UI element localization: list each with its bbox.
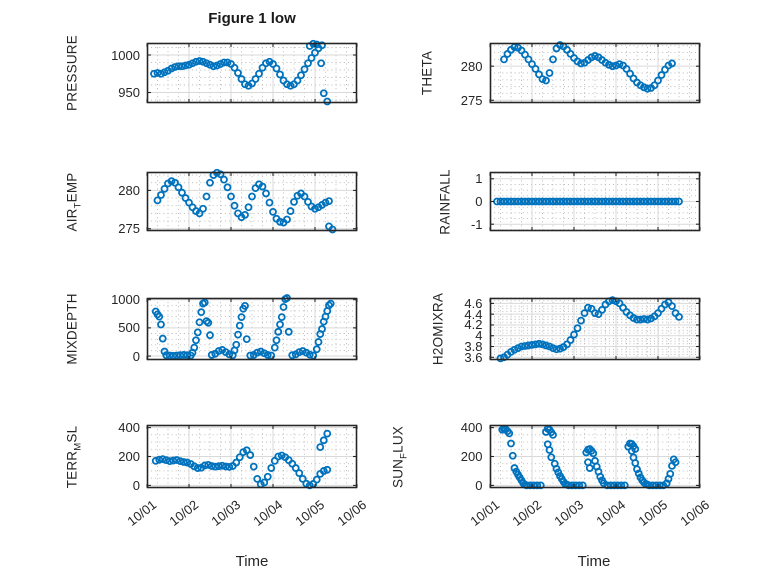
y-tick-label: 400 <box>118 420 140 436</box>
axes-border <box>146 42 358 104</box>
axis-ticks <box>146 43 358 103</box>
axis-ticks <box>146 425 358 488</box>
y-tick-label: 200 <box>460 449 483 464</box>
y-tick-label: 4 <box>475 328 483 344</box>
data-points <box>151 294 335 360</box>
y-axis-label-terr-msl: TERRMSL <box>64 425 84 488</box>
subplot-mixdepth: MIXDEPTH 0 500 1000 <box>65 292 358 365</box>
y-tick-label: 200 <box>118 449 140 464</box>
y-axis-label-pressure: PRESSURE <box>65 35 80 111</box>
plot-area-h2omixra <box>488 296 701 363</box>
subplot-pressure: PRESSURE 950 1000 <box>65 35 358 111</box>
y-tick-label: 1000 <box>111 292 140 308</box>
plot-area-pressure <box>146 39 358 106</box>
subplot-theta: THETA 275 280 <box>419 41 701 108</box>
ylabel-text: TERR <box>64 450 80 488</box>
y-tick-label: 0 <box>475 194 483 209</box>
y-tick-label: 3.6 <box>464 349 483 365</box>
axis-ticks <box>488 43 701 103</box>
axes-border <box>489 42 700 104</box>
x-tick-label: 10/04 <box>250 497 286 529</box>
plot-area-terr-msl <box>146 424 358 490</box>
ylabel-text: EMP <box>64 172 80 202</box>
axes-border <box>489 297 700 361</box>
y-axis-label-mixdepth: MIXDEPTH <box>65 293 80 364</box>
y-tick-label: 1 <box>475 171 483 187</box>
y-tick-label: 4.4 <box>464 306 483 322</box>
plot-area-sun-flux <box>488 424 701 490</box>
axis-ticks <box>146 172 358 231</box>
x-tick-label: 10/02 <box>508 497 544 529</box>
y-tick-label: 950 <box>118 85 140 100</box>
ylabel-text: PRESSURE <box>64 35 80 111</box>
axes-border <box>146 171 358 232</box>
y-tick-label: 4.6 <box>464 295 483 311</box>
plot-area-rainfall <box>488 171 701 232</box>
y-tick-label: 4.2 <box>464 317 483 333</box>
ylabel-subscript: F <box>397 452 409 459</box>
axis-ticks <box>488 298 701 360</box>
y-tick-label: 275 <box>118 221 140 237</box>
axis-ticks <box>488 172 701 231</box>
x-tick-label: 10/03 <box>208 497 244 529</box>
y-tick-label: -1 <box>470 216 483 232</box>
y-tick-label: 3.8 <box>464 339 483 355</box>
ylabel-subscript: T <box>72 201 83 208</box>
x-tick-label: 10/05 <box>634 497 670 529</box>
major-grid <box>147 43 357 103</box>
y-tick-label: 280 <box>118 182 140 198</box>
subplot-rainfall: RAINFALL -1 0 1 <box>437 169 701 234</box>
subplot-h2omixra: H2OMIXRA 3.6 3.8 4 4.2 4.4 4.6 <box>430 293 701 365</box>
subplot-air-temp: AIRTEMP 275 280 <box>65 168 358 236</box>
ylabel-text: MIXDEPTH <box>64 293 80 365</box>
plot-area-mixdepth <box>146 294 358 361</box>
subplot-sun-flux: SUNFLUX 0 200 400 10/01 10/02 10/03 10/04 10/05… <box>390 420 712 529</box>
data-points <box>497 424 679 490</box>
data-points <box>499 41 676 93</box>
x-axis-title-left: Time <box>235 553 269 570</box>
x-tick-label: 10/01 <box>124 497 160 529</box>
ylabel-text: AIR <box>64 207 80 231</box>
ylabel-text: SUN <box>390 458 405 488</box>
x-tick-label: 10/06 <box>676 497 712 529</box>
subplot-terr-msl: TERRMSL 0 200 400 10/01 10/02 10/03 10/04 10/05… <box>65 420 370 529</box>
minor-grid <box>147 43 357 103</box>
y-tick-label: 0 <box>132 348 140 364</box>
figure-title: Figure 1 low <box>208 10 296 27</box>
data-points <box>150 39 332 106</box>
x-tick-label: 10/03 <box>550 497 586 529</box>
y-tick-label: 275 <box>460 92 483 108</box>
x-tick-label: 10/02 <box>166 497 202 529</box>
x-tick-label: 10/06 <box>334 497 370 529</box>
x-tick-label: 10/01 <box>466 497 502 529</box>
plot-area-air-temp <box>146 168 358 234</box>
axis-ticks <box>488 425 701 488</box>
y-tick-label: 280 <box>460 58 483 74</box>
data-points <box>153 168 337 234</box>
y-tick-label: 400 <box>460 420 483 436</box>
y-tick-label: 500 <box>118 320 140 336</box>
data-points <box>492 197 683 206</box>
data-points <box>151 429 332 490</box>
x-axis-title-right: Time <box>577 553 611 570</box>
plot-area-theta <box>488 41 701 104</box>
x-tick-label: 10/04 <box>592 497 628 529</box>
y-tick-label: 1000 <box>111 47 140 63</box>
minor-grid <box>489 43 700 103</box>
ylabel-text: SL <box>64 425 80 443</box>
y-tick-label: 0 <box>475 477 483 493</box>
y-tick-label: 0 <box>132 477 140 493</box>
ylabel-text: LUX <box>390 425 405 453</box>
axis-ticks <box>146 298 358 360</box>
major-grid <box>147 298 357 360</box>
axes-border <box>146 297 358 361</box>
y-axis-label-air-temp: AIRTEMP <box>64 172 84 231</box>
y-axis-label-sun-flux: SUNFLUX <box>390 425 409 488</box>
x-tick-label: 10/05 <box>292 497 328 529</box>
